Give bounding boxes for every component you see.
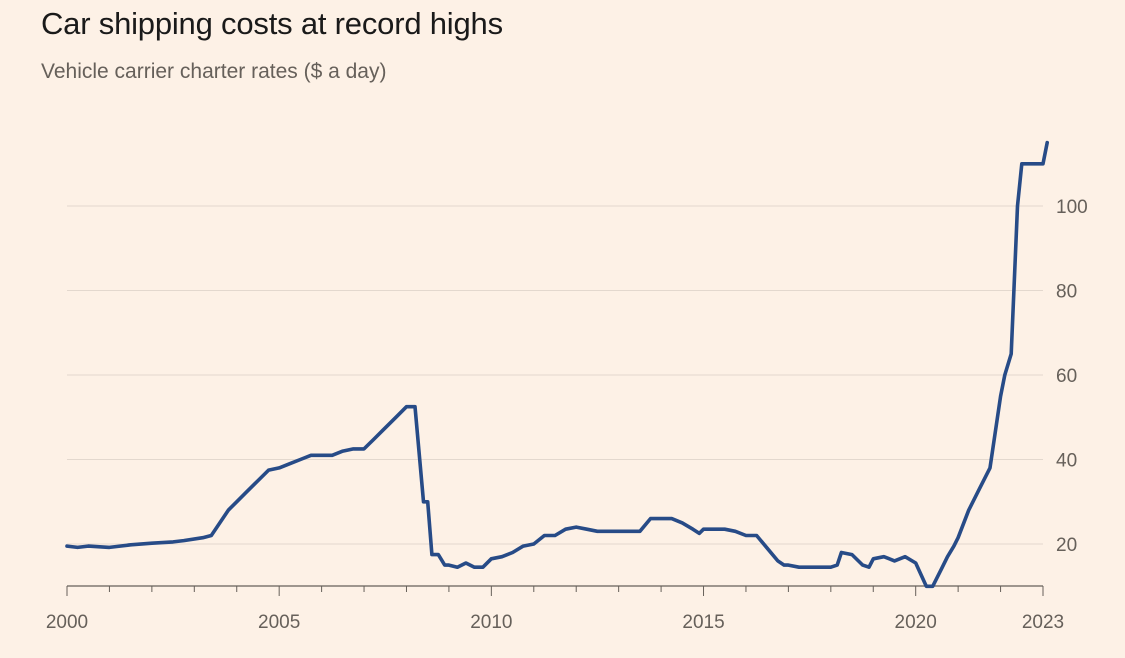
x-tick-label: 2015	[682, 612, 724, 633]
chart-title: Car shipping costs at record highs	[41, 6, 503, 41]
gridlines	[67, 205, 1043, 545]
y-tick-label: 100	[1056, 197, 1088, 218]
y-tick-label: 80	[1056, 282, 1077, 303]
series-layer	[65, 140, 1049, 589]
series-line	[65, 140, 1049, 589]
y-tick-label: 20	[1056, 535, 1077, 556]
y-tick-label: 40	[1056, 451, 1077, 472]
x-axis: 2000 2005 2010 2015 2020 2023	[46, 585, 1064, 633]
y-axis: 20 40 60 80 100	[1056, 197, 1088, 556]
x-tick-label: 2005	[258, 612, 300, 633]
x-tick-label: 2020	[895, 612, 937, 633]
x-tick-label: 2000	[46, 612, 88, 633]
x-tick-label: 2010	[470, 612, 512, 633]
x-tick-label: 2023	[1022, 612, 1064, 633]
y-tick-label: 60	[1056, 366, 1077, 387]
chart-subtitle: Vehicle carrier charter rates ($ a day)	[41, 60, 387, 83]
